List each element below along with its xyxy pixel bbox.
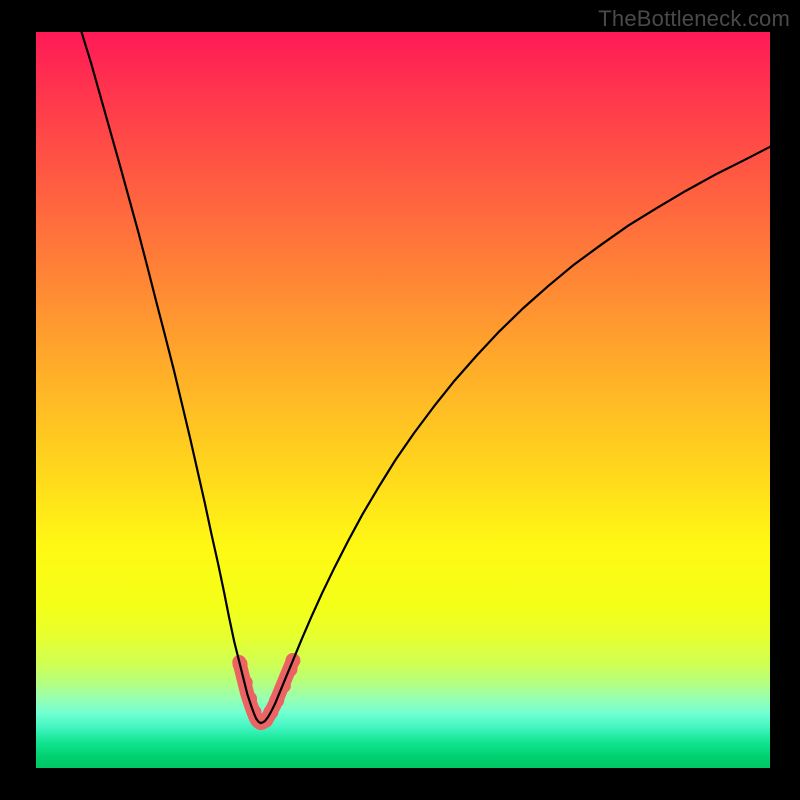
chart-plot-area: [36, 32, 770, 768]
watermark-text: TheBottleneck.com: [598, 6, 790, 32]
